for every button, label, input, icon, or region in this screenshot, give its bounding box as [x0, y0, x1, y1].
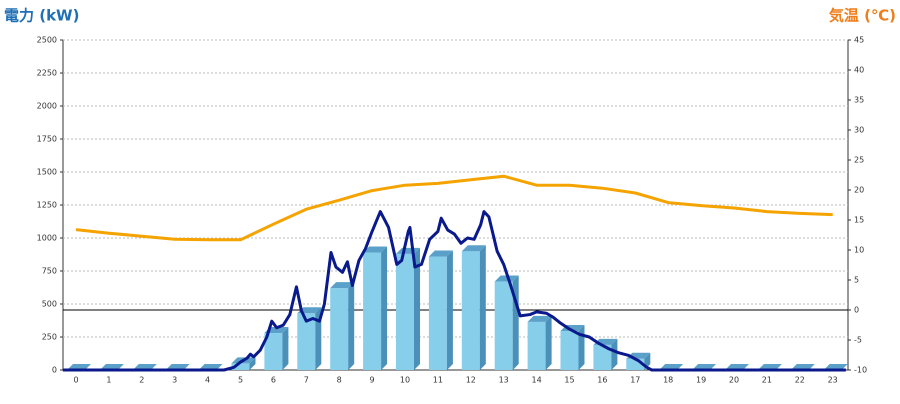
- line: [75, 174, 833, 242]
- bar-side: [578, 325, 585, 370]
- bar-side: [315, 307, 322, 370]
- bar-side: [545, 315, 552, 370]
- y2-tick-label: 35: [854, 96, 864, 105]
- bar-side: [611, 338, 618, 370]
- bar-front: [593, 344, 612, 370]
- y-tick-label: 1500: [37, 168, 57, 177]
- bar: [330, 282, 355, 370]
- x-tick-label: 16: [597, 376, 607, 385]
- bar-top: [527, 315, 552, 322]
- bar-front: [231, 363, 250, 370]
- y2-tick-label: 45: [854, 36, 864, 45]
- y2-tick-label: -5: [854, 336, 862, 345]
- bar-top: [461, 245, 486, 252]
- bar-top: [363, 246, 388, 253]
- y-tick-label: 500: [42, 300, 57, 309]
- x-tick-label: 1: [106, 376, 111, 385]
- line: [62, 210, 846, 372]
- x-tick-label: 7: [304, 376, 309, 385]
- x-tick-label: 20: [729, 376, 739, 385]
- bar-side: [512, 275, 519, 370]
- x-tick-label: 22: [795, 376, 805, 385]
- bar: [363, 246, 388, 370]
- y2-tick-label: 0: [854, 306, 859, 315]
- x-tick-label: 23: [828, 376, 838, 385]
- y2-tick-label: -10: [854, 366, 867, 375]
- bar-side: [348, 282, 355, 370]
- x-tick-label: 21: [762, 376, 772, 385]
- bar: [494, 275, 519, 370]
- bar-front: [428, 256, 447, 370]
- bar-front: [330, 288, 349, 370]
- x-tick-label: 4: [205, 376, 210, 385]
- y2-tick-label: 30: [854, 126, 864, 135]
- bar: [264, 327, 289, 370]
- x-tick-label: 8: [337, 376, 342, 385]
- y-tick-label: 1000: [37, 234, 57, 243]
- bar-top: [330, 282, 355, 289]
- y2-tick-label: 15: [854, 216, 864, 225]
- y-tick-label: 1750: [37, 135, 57, 144]
- bar-front: [560, 331, 579, 370]
- bar-front: [396, 253, 414, 370]
- y-tick-label: 250: [42, 333, 57, 342]
- bar: [396, 247, 420, 370]
- bar-side: [446, 250, 453, 370]
- y-tick-label: 0: [52, 366, 57, 375]
- y2-tick-label: 25: [854, 156, 864, 165]
- bar-side: [479, 245, 486, 370]
- x-tick-label: 12: [466, 376, 476, 385]
- x-tick-label: 14: [532, 376, 542, 385]
- y-tick-label: 1250: [37, 201, 57, 210]
- x-tick-label: 5: [238, 376, 243, 385]
- bar-side: [414, 247, 420, 370]
- x-tick-label: 15: [564, 376, 574, 385]
- bar: [527, 315, 552, 370]
- bar-front: [461, 251, 480, 370]
- x-tick-label: 3: [172, 376, 177, 385]
- x-tick-label: 9: [370, 376, 375, 385]
- y-tick-label: 2500: [37, 36, 57, 45]
- y-tick-label: 750: [42, 267, 57, 276]
- bar: [297, 307, 322, 370]
- bar-front: [626, 358, 645, 370]
- bar-front: [297, 313, 316, 370]
- x-tick-label: 11: [433, 376, 443, 385]
- bar-side: [381, 246, 388, 370]
- x-tick-label: 17: [630, 376, 640, 385]
- y-tick-label: 2250: [37, 69, 57, 78]
- y-tick-label: 2000: [37, 102, 57, 111]
- bar-front: [264, 333, 283, 370]
- x-tick-label: 2: [139, 376, 144, 385]
- x-tick-label: 19: [696, 376, 706, 385]
- bar-top: [428, 250, 453, 257]
- y2-axis-title: 気温 (℃): [829, 7, 896, 25]
- y2-tick-label: 5: [854, 276, 859, 285]
- bar-front: [527, 321, 546, 370]
- bar-side: [282, 327, 289, 370]
- y2-tick-label: 10: [854, 246, 864, 255]
- bar: [461, 245, 486, 370]
- bar-top: [494, 275, 519, 282]
- x-tick-label: 13: [499, 376, 509, 385]
- bar-front: [494, 281, 513, 370]
- bar-front: [363, 252, 382, 370]
- x-tick-label: 6: [271, 376, 276, 385]
- bar: [428, 250, 453, 370]
- bar-side: [249, 357, 256, 370]
- x-tick-label: 10: [400, 376, 410, 385]
- y2-tick-label: 20: [854, 186, 864, 195]
- y-axis-title: 電力 (kW): [4, 7, 79, 25]
- x-tick-label: 0: [73, 376, 78, 385]
- y2-tick-label: 40: [854, 66, 864, 75]
- x-tick-label: 18: [663, 376, 673, 385]
